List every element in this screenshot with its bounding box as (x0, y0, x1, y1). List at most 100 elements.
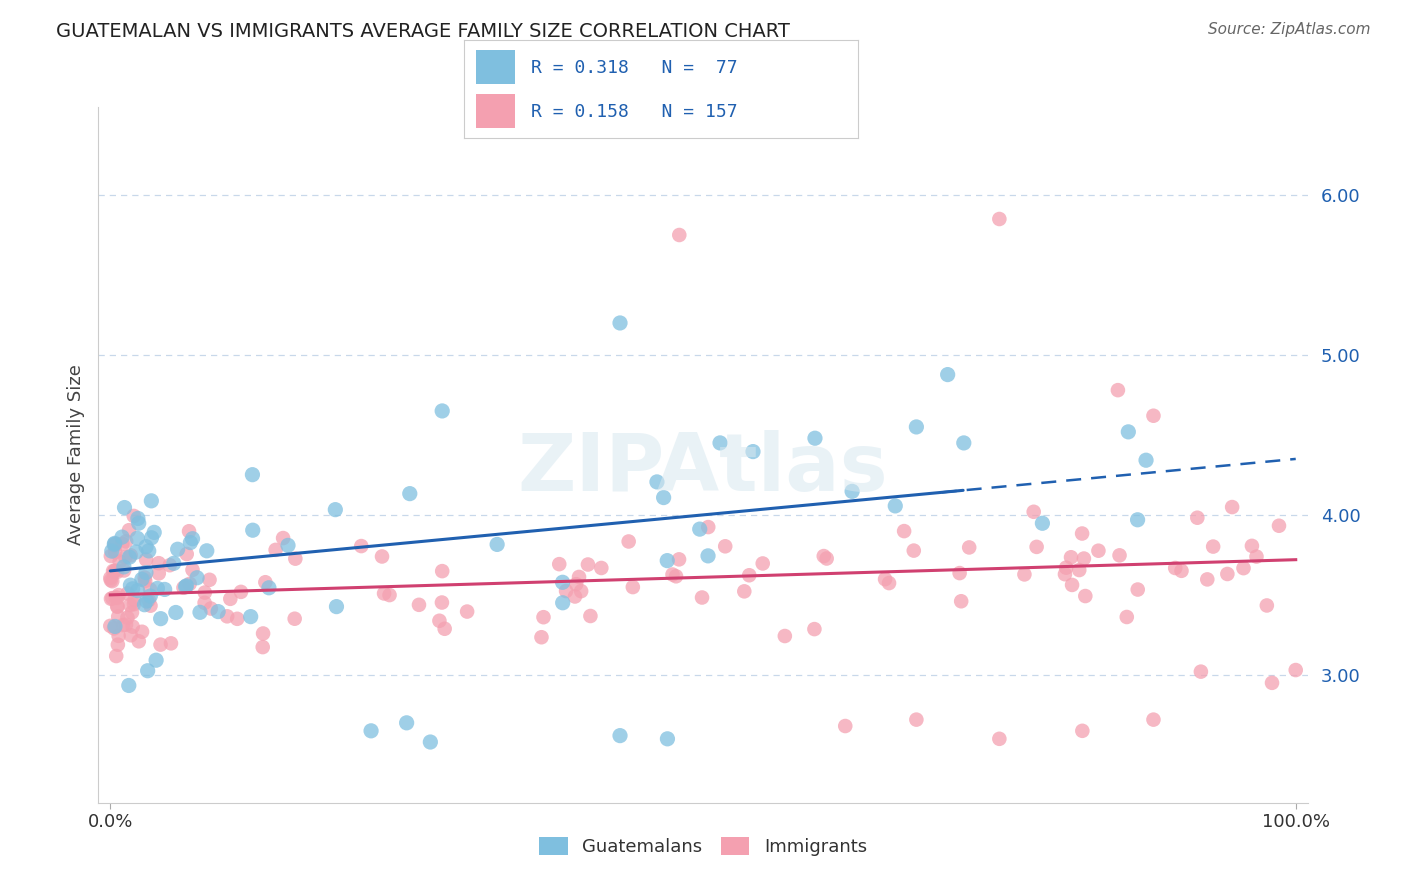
Point (131, 572, 153, 586)
Point (141, 531, 163, 545)
Point (325, 599, 347, 614)
Point (617, 534, 640, 549)
Point (139, 599, 162, 613)
Point (1189, 665, 1212, 679)
Bar (475, 95, 515, 128)
Point (118, 523, 141, 537)
Point (139, 582, 162, 597)
Point (568, 570, 591, 584)
Point (127, 511, 149, 525)
Point (134, 574, 156, 588)
Point (121, 620, 143, 634)
Point (103, 539, 125, 553)
Point (176, 579, 198, 593)
Point (530, 630, 553, 644)
Point (128, 516, 150, 531)
Point (456, 605, 478, 619)
Point (181, 532, 204, 546)
Legend: Guatemalans, Immigrants: Guatemalans, Immigrants (531, 830, 875, 863)
Point (188, 605, 211, 619)
Point (242, 523, 264, 537)
Point (138, 544, 160, 558)
Point (569, 584, 592, 599)
Point (1216, 566, 1239, 581)
Point (419, 735, 441, 749)
Point (229, 585, 252, 599)
Point (104, 564, 127, 578)
Point (813, 549, 835, 563)
Point (181, 563, 204, 577)
Point (242, 467, 264, 482)
Point (127, 531, 149, 545)
Point (103, 537, 125, 551)
Text: R = 0.318   N =  77: R = 0.318 N = 77 (531, 59, 738, 77)
Point (131, 624, 153, 639)
Point (112, 560, 135, 574)
Point (135, 552, 157, 566)
Point (903, 543, 925, 558)
Point (195, 543, 218, 558)
Point (179, 535, 201, 549)
Point (645, 475, 668, 489)
Point (136, 664, 159, 678)
Point (1202, 540, 1225, 554)
Point (141, 493, 163, 508)
Point (1126, 582, 1149, 597)
Point (668, 552, 690, 566)
Point (149, 612, 172, 626)
Point (284, 551, 307, 566)
Point (134, 598, 156, 612)
Point (134, 571, 156, 585)
Point (551, 575, 574, 590)
Point (1073, 551, 1095, 566)
Point (988, 212, 1011, 227)
Point (128, 634, 150, 648)
Point (1220, 500, 1243, 514)
Point (657, 553, 679, 567)
Point (252, 640, 274, 654)
Point (949, 566, 972, 580)
Point (950, 594, 973, 608)
Point (160, 636, 183, 650)
Point (1268, 518, 1291, 533)
Point (186, 571, 208, 585)
Point (1187, 510, 1209, 524)
Point (153, 582, 176, 597)
Point (104, 545, 127, 559)
Point (219, 591, 242, 606)
Point (105, 599, 128, 614)
Point (264, 542, 287, 557)
Point (952, 436, 974, 450)
Point (429, 614, 451, 628)
Point (207, 605, 229, 619)
Point (609, 316, 631, 330)
Point (408, 598, 430, 612)
Point (121, 606, 143, 620)
Point (565, 577, 588, 591)
Point (107, 588, 129, 602)
Point (1115, 610, 1137, 624)
Point (1053, 567, 1076, 582)
Point (194, 585, 217, 599)
Point (145, 653, 167, 667)
Point (579, 609, 602, 624)
Text: ZIPAtlas: ZIPAtlas (517, 430, 889, 508)
Point (176, 547, 198, 561)
Point (398, 486, 420, 500)
Text: GUATEMALAN VS IMMIGRANTS AVERAGE FAMILY SIZE CORRELATION CHART: GUATEMALAN VS IMMIGRANTS AVERAGE FAMILY … (56, 22, 790, 41)
Point (697, 520, 720, 534)
Point (873, 572, 896, 586)
Point (1118, 425, 1140, 439)
Point (111, 530, 134, 544)
Point (668, 227, 690, 242)
Point (877, 576, 900, 591)
Point (1071, 526, 1094, 541)
Point (111, 537, 134, 551)
Point (122, 597, 145, 611)
Point (101, 591, 124, 606)
Point (1261, 676, 1284, 690)
Point (714, 539, 737, 553)
Point (101, 564, 124, 578)
Point (1054, 560, 1077, 574)
Point (165, 606, 187, 620)
